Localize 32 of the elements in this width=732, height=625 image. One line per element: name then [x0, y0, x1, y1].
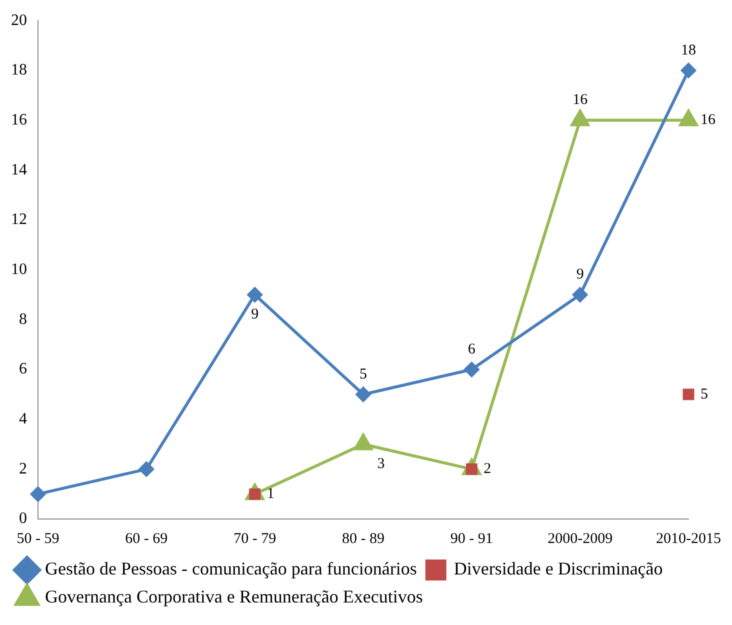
data-label: 5	[700, 386, 708, 402]
x-tick-label: 2010-2015	[656, 530, 721, 547]
data-label: 2	[484, 461, 492, 478]
y-tick-label: 12	[11, 211, 27, 228]
y-tick-label: 0	[19, 510, 27, 528]
x-tick-label: 60 - 69	[125, 530, 168, 547]
x-tick-label: 70 - 79	[234, 530, 276, 547]
y-tick-label: 6	[19, 360, 27, 378]
y-tick-label: 18	[11, 62, 27, 79]
y-tick-label: 2	[19, 460, 27, 478]
y-tick-label: 4	[19, 410, 27, 428]
legend-label: Diversidade e Discriminação	[454, 558, 663, 579]
data-label: 6	[468, 341, 476, 358]
y-tick-label: 8	[19, 310, 27, 328]
x-tick-label: 2000-2009	[548, 530, 613, 547]
y-tick-label: 20	[11, 12, 27, 29]
x-tick-label: 90 - 91	[450, 530, 493, 547]
data-label: 5	[360, 366, 367, 382]
data-label: 9	[251, 306, 259, 323]
data-label: 16	[700, 112, 716, 128]
legend-label: Gestão de Pessoas - comunicação para funcionários	[45, 558, 417, 579]
y-tick-label: 14	[11, 161, 27, 178]
data-label: 1	[266, 486, 274, 502]
y-tick-label: 10	[11, 261, 27, 278]
x-tick-label: 50 - 59	[16, 530, 60, 547]
data-label: 16	[572, 92, 588, 108]
y-tick-label: 16	[11, 111, 27, 128]
legend-label: Governança Corporativa e Remuneração Executivos	[45, 586, 423, 607]
data-label: 18	[681, 42, 696, 58]
data-label: 9	[576, 266, 584, 283]
data-label: 3	[377, 456, 385, 472]
x-tick-label: 80 - 89	[342, 530, 384, 547]
